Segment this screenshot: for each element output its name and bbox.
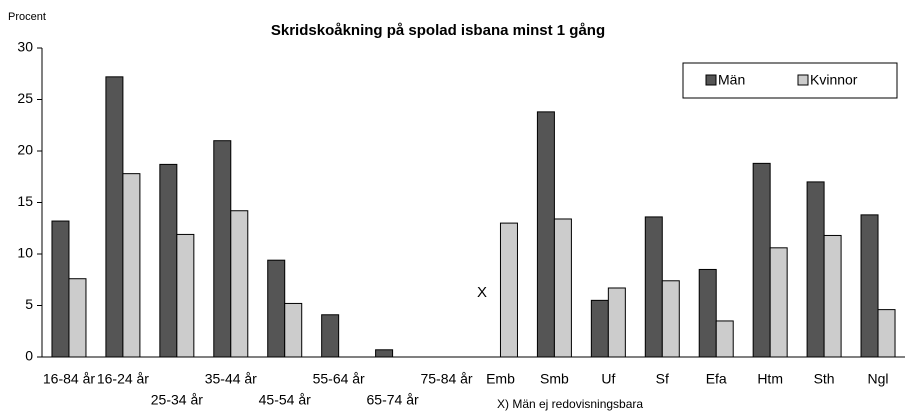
legend-box [682,62,898,99]
x-tick-label: Smb [540,371,569,387]
bar [823,234,842,358]
bar [284,302,303,358]
x-tick-label: 25-34 år [151,392,203,408]
bar [607,287,626,358]
bar [806,181,825,358]
bar [553,218,572,358]
y-axis-label: Procent [8,11,46,23]
x-tick-label: Efa [706,371,727,387]
bar [159,163,178,358]
x-tick-label: Htm [757,371,783,387]
bar [105,76,124,358]
bar [213,140,232,358]
x-tick-label: Emb [486,371,515,387]
x-tick-label: Ngl [868,371,889,387]
legend-label: Kvinnor [810,72,858,88]
bar [267,259,286,358]
y-tick-label: 5 [25,296,33,312]
x-tick-label: 16-24 år [97,371,149,387]
x-tick-label: Sth [814,371,835,387]
footnote: X) Män ej redovisningsbara [497,397,643,411]
bar [661,280,680,358]
y-tick-label: 10 [17,245,33,261]
x-tick-label: 16-84 år [43,371,95,387]
annotation: X [477,284,487,301]
bar [230,210,249,358]
y-tick-label: 25 [17,90,33,106]
x-tick-label: 65-74 år [367,392,419,408]
bar [321,314,340,358]
y-tick-label: 0 [25,348,33,364]
y-tick-label: 20 [17,142,33,158]
legend-label: Män [718,72,745,88]
x-tick-label: 75-84 år [420,371,472,387]
bar [698,268,717,358]
bar [715,320,734,358]
bar [176,233,195,358]
bar [51,220,70,358]
bar [752,162,771,358]
x-tick-label: Sf [656,371,669,387]
legend-swatch [797,74,809,86]
y-tick-label: 30 [17,39,33,55]
bar [375,349,394,358]
x-tick-label: 55-64 år [313,371,365,387]
bar [536,111,555,358]
x-tick-label: 45-54 år [259,392,311,408]
bar [644,216,663,358]
chart-title: Skridskoåkning på spolad isbana minst 1 … [271,22,605,39]
bar [499,222,518,358]
x-tick-label: 35-44 år [205,371,257,387]
bar [122,173,141,358]
y-tick-label: 15 [17,193,33,209]
x-tick-label: Uf [601,371,615,387]
bar [68,278,87,358]
bar [769,247,788,358]
bar [590,299,609,358]
bar [877,309,896,358]
bar [860,214,879,358]
legend-swatch [705,74,717,86]
